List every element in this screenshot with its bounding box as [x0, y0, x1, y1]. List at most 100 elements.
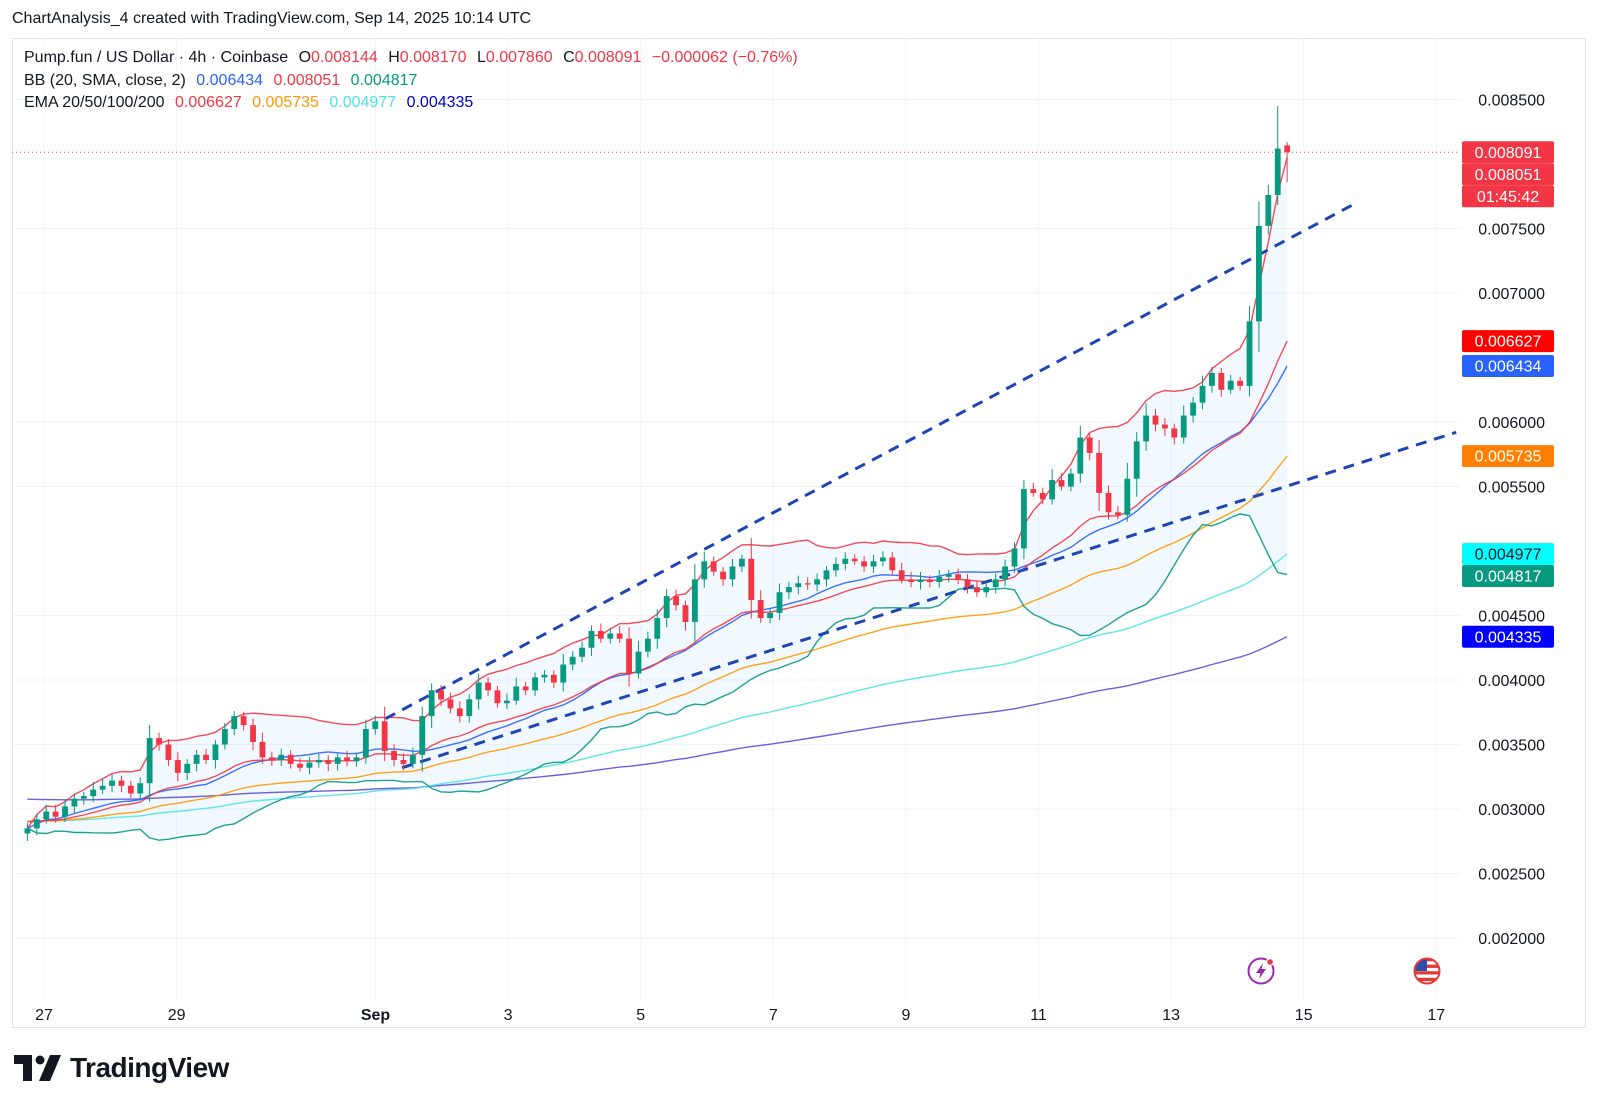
x-tick-label: 11	[1030, 1007, 1047, 1024]
candle-up	[419, 716, 426, 755]
y-tick-label: 0.002000	[1478, 931, 1545, 948]
ohlc-close-value: 0.008091	[574, 49, 642, 66]
price-tag-bg	[1462, 330, 1554, 353]
price-tag-label: 0.005735	[1475, 449, 1542, 466]
price-change: −0.000062 (−0.76%)	[651, 49, 798, 66]
price-tag-bg	[1462, 625, 1554, 648]
price-tag-bg	[1462, 542, 1554, 565]
candle-down	[1284, 145, 1291, 153]
candle-up	[635, 651, 642, 674]
ema20-line	[27, 340, 1288, 823]
candle-up	[231, 716, 238, 730]
bollinger-band-fill	[27, 157, 1288, 841]
candle-up	[90, 789, 97, 797]
candle-up	[1020, 489, 1027, 549]
candle-down	[955, 574, 962, 580]
y-tick-label: 0.003500	[1478, 738, 1545, 755]
candle-down	[391, 750, 397, 760]
ohlc-close-key: C	[563, 49, 575, 66]
candle-up	[1190, 402, 1197, 416]
candle-down	[748, 558, 755, 601]
time-axis[interactable]: 27 29 Sep 3 5 7 9 11 13 15 17	[35, 1007, 1445, 1024]
candle-up	[532, 677, 538, 691]
price-tag-label: 0.004335	[1475, 629, 1542, 646]
candle-up	[1256, 225, 1262, 322]
tradingview-brand[interactable]: TradingView	[14, 1052, 229, 1084]
candle-up	[579, 647, 585, 657]
candle-up	[475, 682, 482, 700]
candle-down	[1096, 452, 1103, 493]
candle-up	[607, 633, 614, 639]
legend-bb-row[interactable]: BB (20, SMA, close, 2) 0.006434 0.008051…	[24, 70, 798, 93]
price-tag-label: 0.006627	[1475, 334, 1542, 351]
candle-up	[663, 596, 670, 619]
candle-down	[1086, 437, 1093, 453]
price-chart[interactable]: 0.008500 0.007500 0.007000 0.006000 0.005500…	[0, 0, 1600, 1040]
candle-up	[1002, 566, 1009, 580]
ema200-value: 0.004335	[406, 94, 474, 111]
us-flag-icon[interactable]	[1413, 957, 1441, 985]
candle-up	[738, 558, 745, 567]
candle-down	[710, 561, 717, 572]
candle-down	[447, 699, 454, 709]
candle-down	[926, 579, 933, 582]
candle-up	[1209, 372, 1215, 386]
bb-fill-area	[27, 157, 1288, 841]
y-tick-label: 0.004500	[1478, 609, 1545, 626]
candle-up	[729, 566, 736, 580]
ema50-line	[27, 455, 1288, 822]
candle-down	[287, 754, 294, 764]
y-tick-label: 0.004000	[1478, 673, 1545, 690]
candle-down	[325, 759, 332, 764]
candle-up	[983, 587, 990, 593]
candle-down	[720, 571, 726, 580]
legend-symbol-row: Pump.fun / US Dollar · 4h · Coinbase O 0.…	[24, 47, 798, 70]
candle-down	[381, 721, 388, 751]
candle-up	[221, 729, 228, 745]
symbol-title[interactable]: Pump.fun / US Dollar · 4h · Coinbase	[24, 49, 289, 66]
candle-up	[1067, 473, 1074, 487]
ohlc-high-value: 0.008170	[399, 49, 467, 66]
candle-up	[62, 806, 68, 817]
candle-up	[513, 686, 520, 701]
chart-frame	[12, 38, 1586, 1028]
candle-up	[879, 557, 886, 562]
y-tick-label: 0.002500	[1478, 867, 1545, 884]
ema50-value: 0.005735	[252, 94, 319, 111]
candle-down	[297, 763, 303, 768]
legend-ema-row[interactable]: EMA 20/50/100/200 0.006627 0.005735 0.00…	[24, 92, 798, 115]
candles	[24, 105, 1291, 841]
price-tag-bg	[1462, 355, 1554, 378]
candle-down	[1114, 512, 1121, 515]
y-tick-label: 0.005500	[1478, 480, 1545, 497]
chart-caption: ChartAnalysis_4 created with TradingView…	[12, 10, 532, 27]
candle-down	[889, 557, 896, 571]
candle-down	[616, 633, 623, 639]
ema100-value: 0.004977	[329, 94, 397, 111]
candle-down	[165, 744, 172, 760]
lightning-icon[interactable]	[1247, 957, 1275, 985]
candle-down	[438, 690, 444, 700]
candle-up	[569, 656, 576, 665]
candle-down	[1237, 380, 1244, 386]
ohlc-open-key: O	[298, 49, 312, 66]
price-tag-bg	[1462, 163, 1554, 186]
ema100-line	[27, 553, 1288, 822]
candle-down	[861, 561, 868, 567]
candle-up	[823, 570, 830, 580]
price-axis[interactable]: 0.008500 0.007500 0.007000 0.006000 0.005500…	[1478, 93, 1545, 949]
ema-label: EMA 20/50/100/200	[24, 94, 165, 111]
ohlc-high-key: H	[388, 49, 400, 66]
candle-down	[268, 757, 275, 760]
candle-up	[109, 780, 115, 786]
candle-up	[184, 763, 191, 773]
candle-up	[353, 757, 360, 762]
candle-up	[644, 638, 651, 652]
candle-up	[767, 612, 773, 619]
candle-up	[1049, 480, 1056, 500]
candle-down	[1039, 492, 1046, 500]
x-tick-label: 5	[636, 1007, 645, 1024]
ohlc-low-value: 0.007860	[485, 49, 553, 66]
candle-up	[1143, 415, 1150, 442]
candle-down	[1105, 492, 1112, 513]
